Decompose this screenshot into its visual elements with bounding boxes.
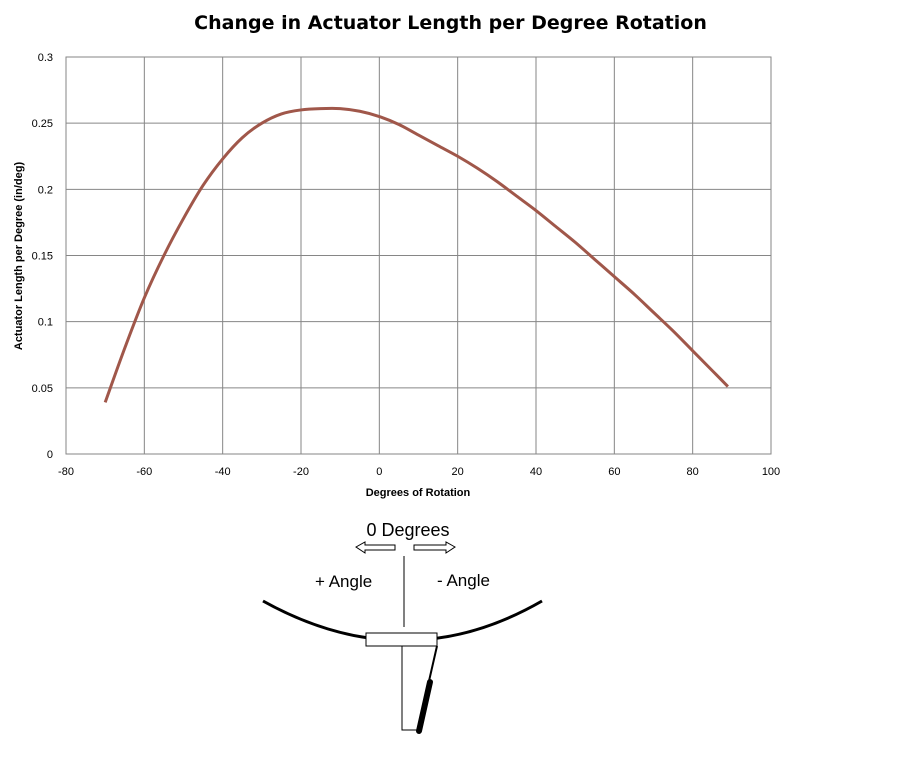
tick-labels: -80 -60 -40 -20 0 20 40 60 80 100 0 0.05 0.1 0.15 0.2 0… bbox=[32, 52, 781, 478]
series-layer bbox=[103, 106, 729, 403]
x-tick-label: -20 bbox=[293, 466, 309, 478]
x-tick-label: 80 bbox=[687, 466, 699, 478]
x-tick-label: -40 bbox=[215, 466, 231, 478]
y-tick-label: 0.25 bbox=[32, 118, 53, 130]
plot-area-border bbox=[65, 56, 772, 455]
actuator-body bbox=[416, 679, 433, 734]
actuator-bracket bbox=[401, 646, 421, 731]
x-tick-label: -80 bbox=[58, 466, 74, 478]
x-tick-label: 100 bbox=[762, 466, 780, 478]
rotation-diagram: 0 Degrees + Angle - Angle bbox=[262, 520, 543, 734]
x-tick-label: 0 bbox=[376, 466, 382, 478]
minus-angle-label: - Angle bbox=[437, 571, 490, 590]
chart-title: Change in Actuator Length per Degree Rot… bbox=[194, 12, 707, 34]
y-tick-label: 0.3 bbox=[38, 52, 53, 64]
x-axis-title: Degrees of Rotation bbox=[366, 487, 471, 499]
left-arrow-icon bbox=[355, 541, 396, 554]
actuator-rod bbox=[428, 645, 438, 682]
x-tick-label: 20 bbox=[452, 466, 464, 478]
y-axis-title: Actuator Length per Degree (in/deg) bbox=[13, 162, 25, 351]
x-tick-label: 40 bbox=[530, 466, 542, 478]
plus-angle-label: + Angle bbox=[315, 572, 372, 591]
zero-degrees-label: 0 Degrees bbox=[366, 520, 449, 540]
right-arrow-icon bbox=[413, 541, 456, 554]
y-tick-label: 0.1 bbox=[38, 317, 53, 329]
y-tick-label: 0.15 bbox=[32, 251, 53, 263]
mount-plate bbox=[365, 632, 438, 647]
series-line bbox=[103, 106, 729, 403]
y-tick-label: 0.2 bbox=[38, 184, 53, 196]
x-tick-label: 60 bbox=[608, 466, 620, 478]
x-tick-label: -60 bbox=[136, 466, 152, 478]
y-tick-label: 0.05 bbox=[32, 383, 53, 395]
y-tick-label: 0 bbox=[47, 449, 53, 461]
grid-lines bbox=[65, 56, 772, 455]
